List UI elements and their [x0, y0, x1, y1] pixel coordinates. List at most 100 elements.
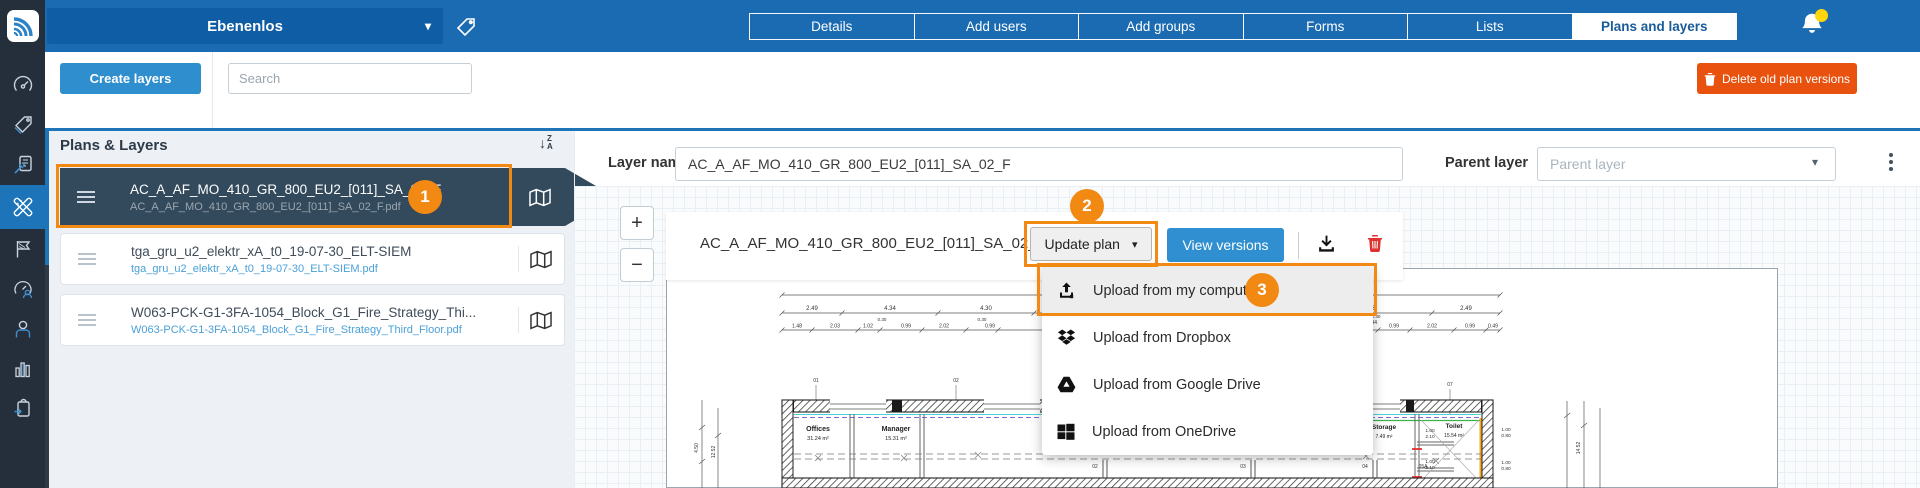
download-plan-button[interactable]	[1317, 234, 1336, 253]
delete-old-plan-versions-button[interactable]: Delete old plan versions	[1697, 63, 1857, 94]
row-divider	[518, 307, 519, 333]
toolbar-divider	[212, 52, 213, 128]
sidebar-item-users[interactable]	[0, 309, 45, 349]
sidebar-item-tags[interactable]	[0, 105, 45, 145]
svg-text:1.00: 1.00	[1501, 427, 1511, 433]
svg-text:02: 02	[953, 378, 959, 384]
drag-handle-icon[interactable]	[76, 190, 96, 204]
svg-text:2.10: 2.10	[1425, 465, 1435, 471]
svg-text:0.80: 0.80	[1501, 466, 1511, 472]
search-input[interactable]	[228, 63, 472, 94]
sidebar-item-plans[interactable]	[0, 185, 45, 229]
plans-panel-title: Plans & Layers	[60, 137, 168, 154]
menu-item-label: Upload from my computer	[1093, 282, 1260, 299]
chevron-down-icon: ▾	[1131, 238, 1138, 251]
trash-icon	[1704, 72, 1716, 86]
delete-plan-button[interactable]	[1367, 234, 1383, 252]
row-divider	[518, 246, 519, 272]
app-logo[interactable]	[0, 0, 45, 52]
svg-text:1.48: 1.48	[792, 324, 802, 330]
menu-item-upload-from-onedrive[interactable]: Upload from OneDrive	[1042, 408, 1373, 455]
parent-layer-select[interactable]	[1537, 147, 1836, 181]
project-tag-button[interactable]	[453, 14, 479, 40]
menu-item-label: Upload from Google Drive	[1093, 376, 1261, 393]
plan-list-item[interactable]: AC_A_AF_MO_410_GR_800_EU2_[011]_SA_02_F …	[60, 168, 565, 226]
sidebar-item-performance[interactable]	[0, 269, 45, 309]
room-area: 15.54 m²	[1444, 433, 1464, 439]
zoom-in-button[interactable]: +	[620, 206, 654, 240]
person-icon	[12, 318, 34, 340]
pencil-ruler-icon	[11, 195, 35, 219]
sidebar-item-exports[interactable]	[0, 389, 45, 429]
svg-text:4.50: 4.50	[694, 443, 700, 453]
plan-list-item[interactable]: W063-PCK-G1-3FA-1054_Block_G1_Fire_Strat…	[60, 294, 565, 346]
svg-text:0.30: 0.30	[878, 317, 887, 322]
bar-divider	[1298, 232, 1299, 259]
delete-old-plan-versions-label: Delete old plan versions	[1721, 71, 1851, 86]
room-area: 31.24 m²	[807, 436, 829, 442]
svg-text:0.80: 0.80	[1501, 433, 1511, 439]
panel-scrollbar-thumb[interactable]	[45, 131, 49, 265]
project-selector[interactable]: Ebenenlos ▾	[47, 8, 443, 44]
more-options-button[interactable]	[1884, 147, 1898, 177]
sidebar-item-dashboard[interactable]	[0, 65, 45, 105]
download-icon	[1319, 235, 1334, 252]
map-icon[interactable]	[529, 311, 553, 330]
plan-filename: AC_A_AF_MO_410_GR_800_EU2_[011]_SA_02_F.…	[130, 200, 401, 213]
tab-plans-and-layers[interactable]: Plans and layers	[1571, 13, 1737, 40]
flag-icon	[12, 238, 34, 260]
sort-alphabetical-icon[interactable]: ↓ Z A	[539, 134, 553, 152]
layer-name-input[interactable]	[675, 147, 1403, 181]
sidebar-item-projects[interactable]	[0, 145, 45, 185]
plan-filename[interactable]: tga_gru_u2_elektr_xA_t0_19-07-30_ELT-SIE…	[131, 262, 378, 275]
tab-add-groups[interactable]: Add groups	[1078, 13, 1244, 40]
menu-item-upload-from-google-drive[interactable]: Upload from Google Drive	[1042, 361, 1373, 408]
sidebar-item-reports[interactable]	[0, 349, 45, 389]
trash-icon	[1368, 235, 1382, 252]
update-plan-dropdown-menu: Upload from my computer Upload from Drop…	[1042, 267, 1373, 455]
svg-text:2.10: 2.10	[1425, 434, 1435, 440]
bar-chart-icon	[12, 358, 34, 380]
gauge-icon	[12, 74, 34, 96]
plan-list-item[interactable]: tga_gru_u2_elektr_xA_t0_19-07-30_ELT-SIE…	[60, 233, 565, 285]
svg-text:01: 01	[813, 378, 819, 384]
menu-item-upload-from-dropbox[interactable]: Upload from Dropbox	[1042, 314, 1373, 361]
svg-text:2.03: 2.03	[830, 324, 840, 330]
svg-text:0.99: 0.99	[901, 324, 911, 330]
tab-details[interactable]: Details	[749, 13, 915, 40]
panel-scrollbar-track[interactable]	[45, 265, 49, 488]
sidebar-item-tickets[interactable]	[0, 229, 45, 269]
chevron-down-icon: ▾	[424, 19, 431, 33]
map-icon[interactable]	[528, 188, 552, 207]
zoom-out-button[interactable]: −	[620, 248, 654, 282]
parent-layer-label: Parent layer	[1445, 155, 1529, 171]
create-layers-button[interactable]: Create layers	[60, 63, 201, 94]
svg-text:0.99: 0.99	[1465, 324, 1475, 330]
project-selector-label: Ebenenlos	[207, 17, 283, 35]
tab-add-users[interactable]: Add users	[913, 13, 1079, 40]
menu-item-upload-from-computer[interactable]: Upload from my computer	[1042, 267, 1373, 314]
svg-text:2.02: 2.02	[1427, 324, 1437, 330]
map-icon[interactable]	[529, 250, 553, 269]
view-versions-button[interactable]: View versions	[1167, 228, 1284, 262]
svg-text:4.30: 4.30	[980, 306, 992, 312]
svg-text:14.52: 14.52	[1576, 442, 1582, 455]
room-label: Manager	[882, 426, 911, 433]
onedrive-icon	[1057, 423, 1075, 441]
room-label: Storage	[1372, 424, 1397, 431]
update-plan-label: Update plan	[1044, 236, 1120, 252]
plan-filename[interactable]: W063-PCK-G1-3FA-1054_Block_G1_Fire_Strat…	[131, 323, 462, 336]
update-plan-button[interactable]: Update plan ▾	[1030, 227, 1152, 261]
plan-title: tga_gru_u2_elektr_xA_t0_19-07-30_ELT-SIE…	[131, 243, 412, 259]
drag-handle-icon[interactable]	[77, 252, 97, 266]
menu-item-label: Upload from OneDrive	[1092, 423, 1237, 440]
svg-text:0.99: 0.99	[1389, 324, 1399, 330]
svg-text:03: 03	[1240, 464, 1246, 470]
drag-handle-icon[interactable]	[77, 313, 97, 327]
plan-title: AC_A_AF_MO_410_GR_800_EU2_[011]_SA_02_F	[130, 181, 442, 197]
svg-text:1.00: 1.00	[1425, 459, 1435, 465]
tab-forms[interactable]: Forms	[1242, 13, 1408, 40]
plan-file-name: AC_A_AF_MO_410_GR_800_EU2_[011]_SA_02_F.…	[700, 235, 1070, 252]
tab-lists[interactable]: Lists	[1407, 13, 1573, 40]
